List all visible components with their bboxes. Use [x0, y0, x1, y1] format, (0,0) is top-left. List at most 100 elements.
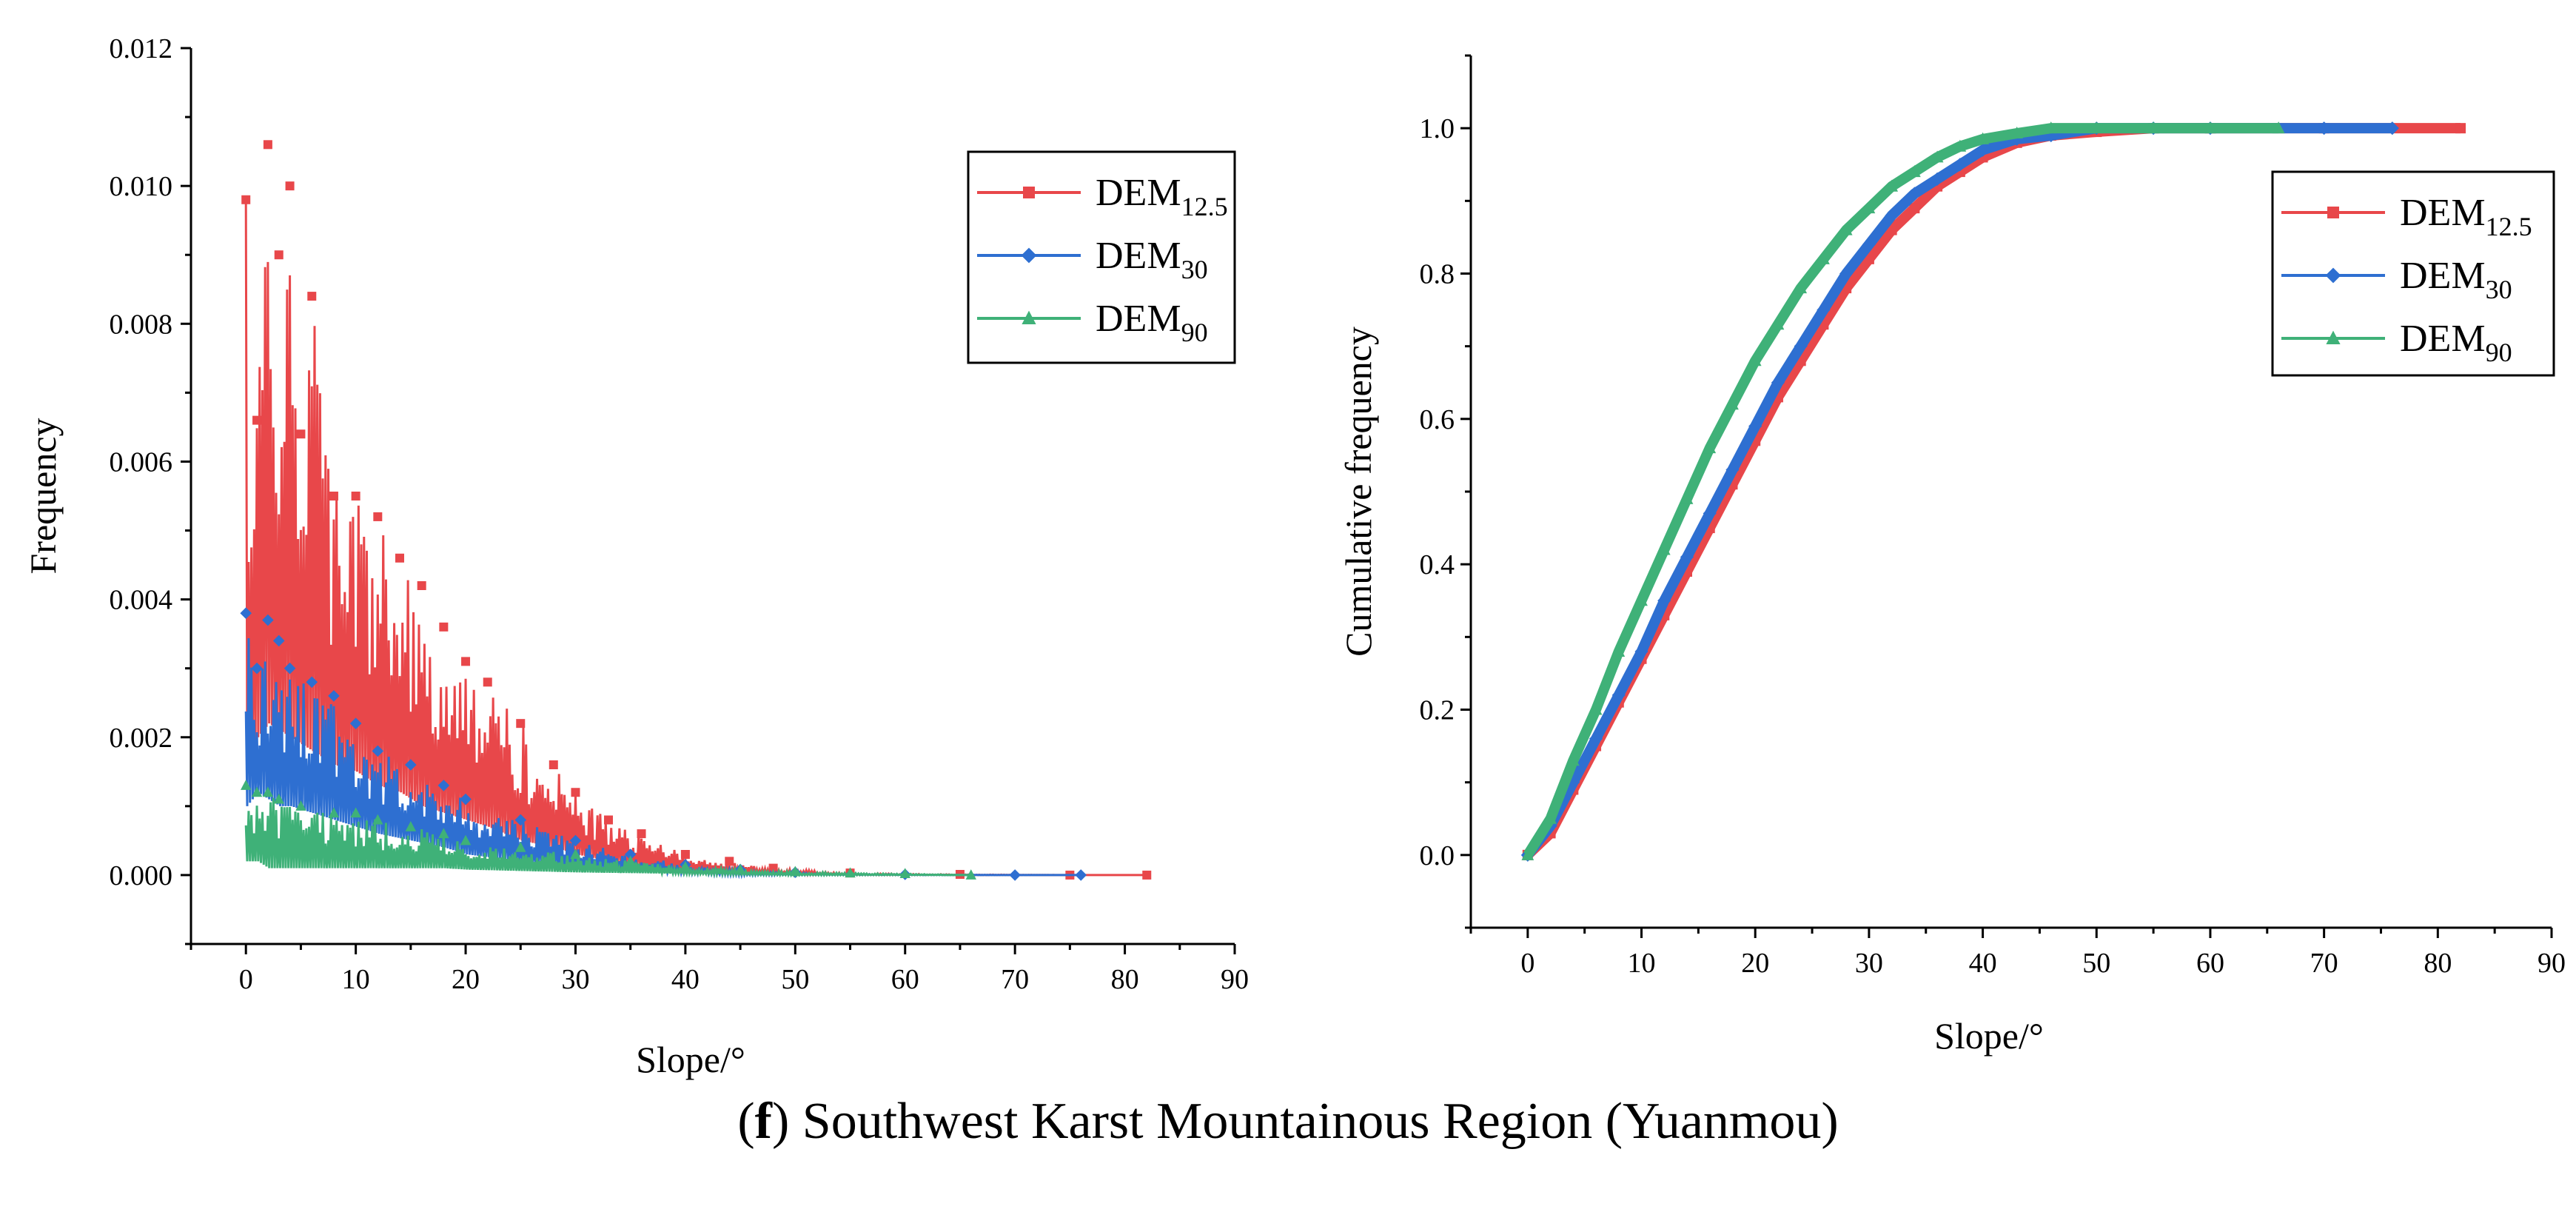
- data-point: [349, 717, 362, 729]
- data-point: [437, 780, 450, 791]
- y-tick-label: 0.000: [110, 860, 173, 891]
- x-axis-title: Slope/°: [636, 1039, 745, 1080]
- data-point: [273, 793, 284, 804]
- data-point: [1771, 375, 1785, 389]
- data-point: [1748, 354, 1762, 366]
- x-tick-label: 70: [1001, 964, 1029, 995]
- x-axis-title: Slope/°: [1934, 1015, 2044, 1057]
- y-tick-label: 0.8: [1420, 259, 1455, 290]
- legend-label-subscript: 90: [1181, 318, 1208, 347]
- data-point: [768, 863, 778, 873]
- data-point: [252, 415, 262, 425]
- data-point: [2317, 121, 2331, 135]
- data-point: [460, 793, 472, 806]
- data-point: [571, 788, 580, 797]
- data-point: [1589, 703, 1603, 715]
- legend-label-12.5: DEM12.5: [2400, 192, 2532, 241]
- legend-swatch-marker: [1023, 187, 1035, 198]
- data-point: [1863, 253, 1874, 264]
- data-point: [262, 614, 274, 626]
- data-point: [306, 676, 318, 689]
- data-point: [285, 181, 295, 191]
- x-tick-label: 60: [2196, 948, 2224, 979]
- data-point: [1794, 339, 1808, 353]
- legend-box: [967, 150, 1236, 364]
- data-point: [328, 690, 340, 702]
- y-tick-label: 0.012: [110, 33, 173, 64]
- data-point: [438, 828, 449, 839]
- data-point: [2385, 121, 2399, 135]
- legend-box: [2271, 170, 2555, 377]
- data-point: [734, 863, 746, 874]
- data-point: [1680, 492, 1694, 504]
- data-point: [1886, 224, 1897, 235]
- y-tick-label: 1.0: [1420, 113, 1455, 144]
- x-tick-label: 50: [2082, 948, 2110, 979]
- data-point: [1817, 303, 1831, 317]
- data-point: [1726, 398, 1739, 410]
- data-point: [725, 857, 734, 866]
- y-axis-title: Frequency: [22, 418, 64, 574]
- legend-label-main: DEM: [2400, 192, 2486, 234]
- data-point: [1521, 848, 1534, 860]
- data-point: [1566, 754, 1580, 766]
- data-point: [1976, 143, 1990, 157]
- data-point: [1931, 172, 1945, 186]
- legend-swatch-marker: [1022, 310, 1036, 324]
- data-point: [1703, 506, 1717, 520]
- data-point: [1589, 731, 1603, 746]
- legend-label-main: DEM: [1096, 172, 1181, 214]
- data-point: [637, 829, 646, 839]
- data-point: [1885, 179, 1899, 192]
- legend-label-main: DEM: [2400, 255, 2486, 297]
- y-tick-label: 0.006: [110, 446, 173, 478]
- data-point: [460, 834, 472, 846]
- data-point: [1794, 281, 1808, 294]
- data-point: [2204, 121, 2217, 134]
- data-point: [1839, 223, 1853, 235]
- data-point: [2090, 121, 2103, 134]
- data-point: [274, 250, 284, 260]
- data-point: [2455, 123, 2466, 134]
- data-point: [1862, 201, 1876, 214]
- data-point: [241, 195, 251, 204]
- data-point: [405, 759, 417, 771]
- x-tick-label: 80: [2424, 948, 2452, 979]
- legend-label-subscript: 12.5: [1181, 192, 1228, 221]
- data-point: [1885, 208, 1899, 223]
- data-point: [1612, 644, 1626, 657]
- data-point: [1634, 644, 1648, 659]
- data-point: [405, 820, 417, 831]
- series-90: [1521, 121, 2285, 860]
- legend-label-90: DEM90: [2400, 318, 2512, 367]
- data-point: [2272, 121, 2285, 134]
- data-point: [241, 780, 252, 790]
- x-tick-label: 30: [1855, 948, 1883, 979]
- data-point: [262, 786, 274, 797]
- legend-label-main: DEM: [2400, 318, 2486, 360]
- legend: DEM12.5 DEM30 DEM90: [967, 150, 1236, 364]
- data-point: [1703, 441, 1717, 454]
- frequency-chart: 0 10 20 30 40 50 60 70 80 90 0.000 0.002 0.004 0.006 0…: [22, 33, 1249, 1080]
- data-point: [516, 719, 526, 729]
- data-point: [461, 657, 471, 666]
- x-tick-label: 60: [891, 964, 919, 995]
- legend-label-90: DEM90: [1096, 298, 1208, 347]
- data-point: [351, 492, 360, 500]
- data-point: [1862, 238, 1876, 252]
- data-point: [417, 581, 426, 590]
- data-point: [329, 492, 338, 500]
- data-point: [2147, 121, 2160, 134]
- y-tick-label: 0.002: [110, 723, 173, 754]
- x-tick-label: 0: [1520, 948, 1534, 979]
- data-point: [372, 745, 384, 757]
- x-tick-label: 90: [1221, 964, 1249, 995]
- data-point: [1657, 543, 1671, 555]
- x-tick-label: 20: [452, 964, 480, 995]
- x-tick-label: 10: [1628, 948, 1656, 979]
- data-point: [1075, 869, 1087, 881]
- legend-label-30: DEM30: [1096, 235, 1208, 284]
- series-line-90: [1523, 123, 2279, 858]
- data-point: [284, 662, 296, 674]
